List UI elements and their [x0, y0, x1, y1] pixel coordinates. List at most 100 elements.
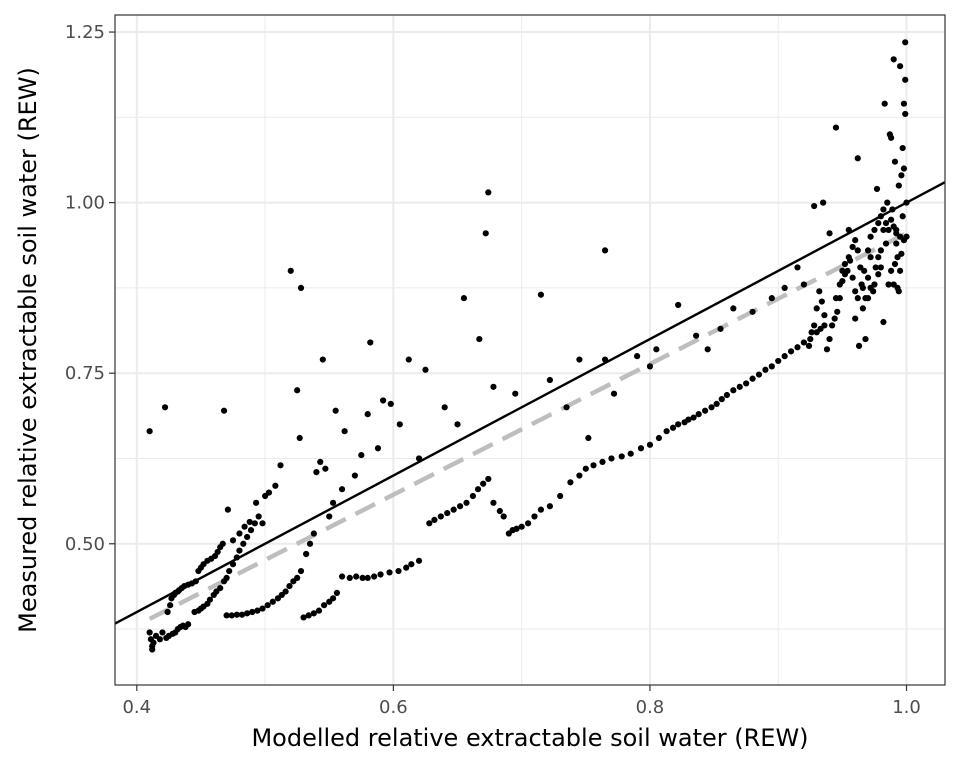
data-point: [618, 453, 625, 460]
data-point: [346, 574, 353, 581]
data-point: [396, 421, 403, 428]
data-point: [897, 267, 904, 274]
data-point: [358, 451, 365, 459]
data-point: [826, 335, 833, 343]
data-point: [220, 407, 228, 414]
data-point: [669, 424, 677, 431]
data-point: [236, 530, 243, 537]
data-point: [781, 353, 788, 360]
data-point: [768, 295, 775, 302]
data-point: [244, 533, 251, 541]
data-point: [854, 155, 861, 162]
data-point: [229, 537, 237, 544]
data-point: [326, 513, 333, 520]
data-point: [305, 612, 312, 619]
data-point: [422, 366, 429, 373]
data-point: [826, 230, 833, 237]
data-point: [646, 363, 654, 370]
data-point: [859, 305, 866, 312]
data-point: [693, 332, 700, 339]
data-point: [364, 411, 371, 418]
data-point: [415, 455, 423, 462]
data-point: [882, 219, 890, 227]
data-point: [655, 434, 663, 442]
data-point: [821, 312, 828, 319]
data-point: [821, 322, 828, 329]
data-point: [240, 540, 247, 547]
data-point: [463, 499, 470, 506]
data-point: [704, 346, 711, 353]
data-point: [601, 356, 609, 363]
data-point: [685, 416, 692, 423]
x-tick-label: 1.0: [892, 697, 921, 718]
data-point: [816, 288, 823, 295]
data-point: [845, 226, 852, 234]
data-point: [236, 547, 243, 554]
data-point: [610, 390, 618, 397]
data-point: [364, 574, 371, 581]
data-point: [902, 76, 909, 83]
y-tick-label: 1.00: [65, 193, 105, 214]
data-point: [823, 346, 831, 353]
data-point: [241, 523, 248, 530]
data-point: [871, 226, 878, 234]
data-point: [546, 503, 553, 510]
data-point: [775, 357, 782, 365]
data-point: [300, 614, 307, 621]
data-point: [891, 260, 899, 268]
data-point: [223, 574, 230, 581]
data-point: [854, 295, 861, 302]
data-point: [500, 513, 507, 520]
data-point: [238, 611, 246, 618]
data-point: [846, 257, 854, 264]
data-point: [864, 274, 872, 281]
data-point: [524, 520, 532, 527]
data-point: [287, 267, 294, 274]
data-point: [490, 383, 497, 390]
data-point: [894, 254, 901, 261]
data-point: [749, 375, 756, 382]
data-point: [717, 325, 724, 332]
x-tick-label: 0.4: [122, 697, 151, 718]
data-point: [161, 404, 169, 411]
data-point: [884, 199, 891, 206]
data-point: [485, 189, 492, 196]
reference-lines: [114, 181, 946, 625]
data-point: [627, 450, 634, 457]
data-point: [321, 602, 328, 609]
data-point: [576, 356, 583, 363]
data-point: [895, 182, 902, 189]
data-point: [811, 202, 818, 210]
data-point: [294, 574, 301, 581]
data-point: [852, 288, 859, 295]
data-point: [867, 254, 874, 261]
data-point: [386, 569, 393, 576]
data-point: [889, 206, 896, 213]
data-point: [888, 267, 895, 274]
data-point: [272, 482, 279, 489]
data-point: [888, 134, 895, 141]
data-point: [893, 240, 900, 247]
data-point: [808, 329, 815, 336]
data-point: [214, 548, 221, 556]
data-point: [359, 574, 366, 581]
data-point: [690, 414, 697, 421]
data-point: [895, 288, 902, 295]
data-point: [890, 56, 897, 63]
data-point: [156, 636, 163, 643]
data-point: [408, 561, 415, 568]
x-axis-title: Modelled relative extractable soil water…: [251, 724, 808, 752]
data-point: [807, 335, 814, 343]
data-point: [820, 199, 827, 206]
data-point: [900, 100, 908, 107]
data-point: [743, 380, 750, 387]
y-axis: 0.50 0.75 1.00 1.25: [65, 22, 115, 555]
data-point: [306, 540, 314, 547]
data-point: [864, 247, 872, 254]
data-point: [353, 573, 360, 580]
data-point: [736, 383, 743, 390]
data-point: [875, 254, 882, 261]
data-point: [329, 595, 337, 602]
fit-line: [148, 231, 908, 621]
data-point: [415, 557, 423, 564]
